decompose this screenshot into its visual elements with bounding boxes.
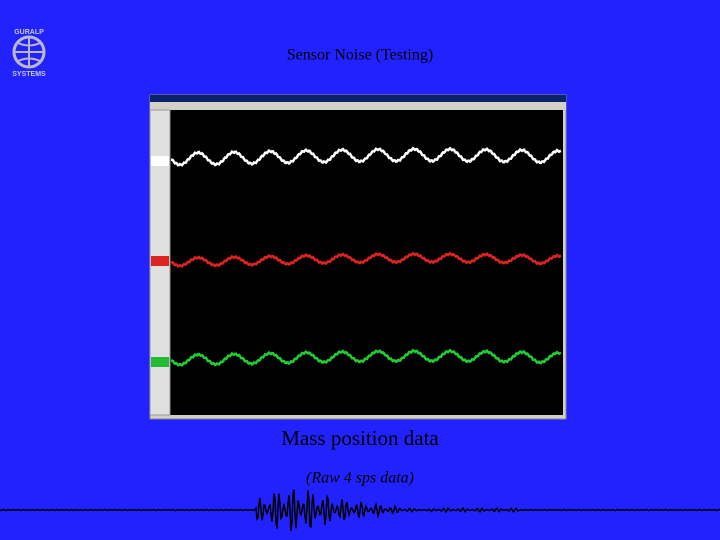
logo-bottom: SYSTEMS [12, 71, 46, 78]
waveform-red [170, 251, 562, 269]
window-titlebar [150, 95, 566, 102]
logo: GURALP SYSTEMS [12, 29, 46, 78]
waveform-green [170, 348, 562, 367]
seismogram [0, 489, 720, 531]
slide-title: Sensor Noise (Testing) [287, 47, 433, 64]
caption: Mass position data [281, 426, 439, 450]
logo-lines [14, 37, 44, 67]
waveform-white [171, 146, 562, 167]
logo-top: GURALP [14, 29, 44, 36]
window-toolbar [150, 102, 566, 110]
channel-tag-red [151, 256, 169, 266]
plot-area [170, 110, 563, 415]
subcaption: (Raw 4 sps data) [306, 470, 414, 487]
channel-tag-white [151, 156, 169, 166]
channel-tag-green [151, 357, 169, 367]
screenshot [149, 94, 567, 420]
